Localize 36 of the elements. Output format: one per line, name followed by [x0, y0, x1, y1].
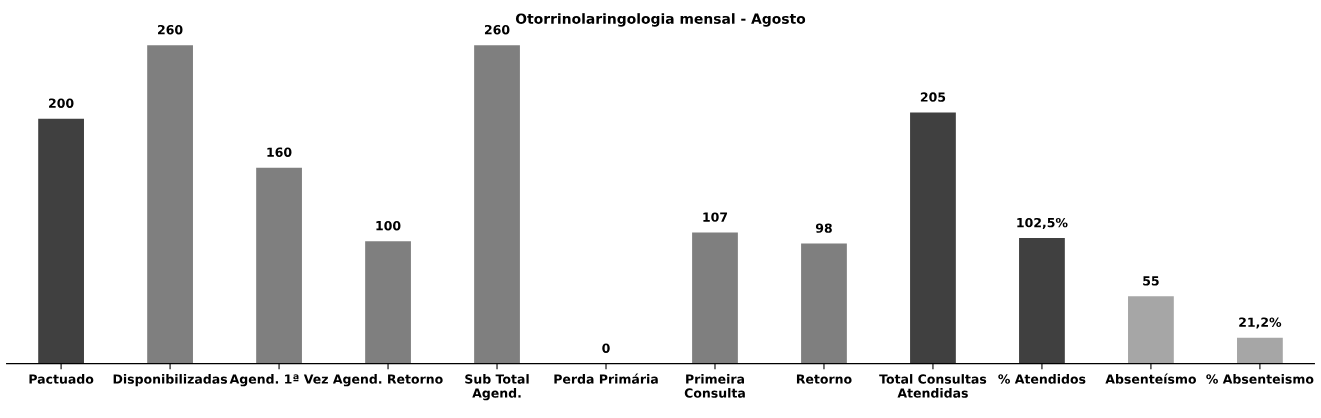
x-tick-label: Agend. 1ª Vez	[229, 374, 328, 387]
x-tick-label: Primeira Consulta	[684, 374, 745, 398]
x-tick-label: % Atendidos	[998, 374, 1086, 384]
data-label: 0	[602, 343, 610, 353]
data-label: 260	[484, 24, 510, 35]
data-label: 107	[703, 212, 728, 222]
data-label: 55	[1143, 276, 1159, 286]
bar	[474, 45, 520, 364]
bar	[365, 241, 411, 364]
data-label: 100	[376, 220, 401, 231]
bar	[1237, 337, 1283, 364]
x-tick-label: Total Consultas Atendidas	[879, 374, 987, 398]
x-tick-label: Perda Primária	[554, 373, 658, 384]
data-label: 21,2%	[1239, 317, 1282, 329]
bar	[147, 45, 193, 364]
data-label: 160	[267, 147, 292, 157]
x-tick-label: Sub Total Agend.	[465, 374, 529, 401]
bar	[801, 243, 847, 364]
bar	[910, 112, 956, 364]
bar	[38, 118, 84, 364]
bar	[692, 232, 738, 364]
data-label: 200	[49, 98, 74, 108]
x-tick-label: % Absenteismo	[1206, 374, 1314, 384]
x-tick-label: Retorno	[796, 374, 852, 384]
data-label: 102,5%	[1017, 217, 1068, 229]
data-label: 260	[158, 24, 183, 35]
bar	[256, 167, 302, 364]
x-tick-label: Disponibilizadas	[113, 374, 228, 387]
data-label: 205	[920, 92, 946, 102]
bar	[1019, 238, 1065, 364]
chart-title: Otorrinolaringologia mensal - Agosto	[515, 13, 806, 27]
data-label: 98	[815, 223, 832, 233]
x-tick-label: Absenteísmo	[1105, 373, 1196, 384]
x-tick-label: Agend. Retorno	[332, 374, 443, 387]
x-tick-label: Pactuado	[29, 374, 94, 384]
bar	[1128, 296, 1174, 364]
